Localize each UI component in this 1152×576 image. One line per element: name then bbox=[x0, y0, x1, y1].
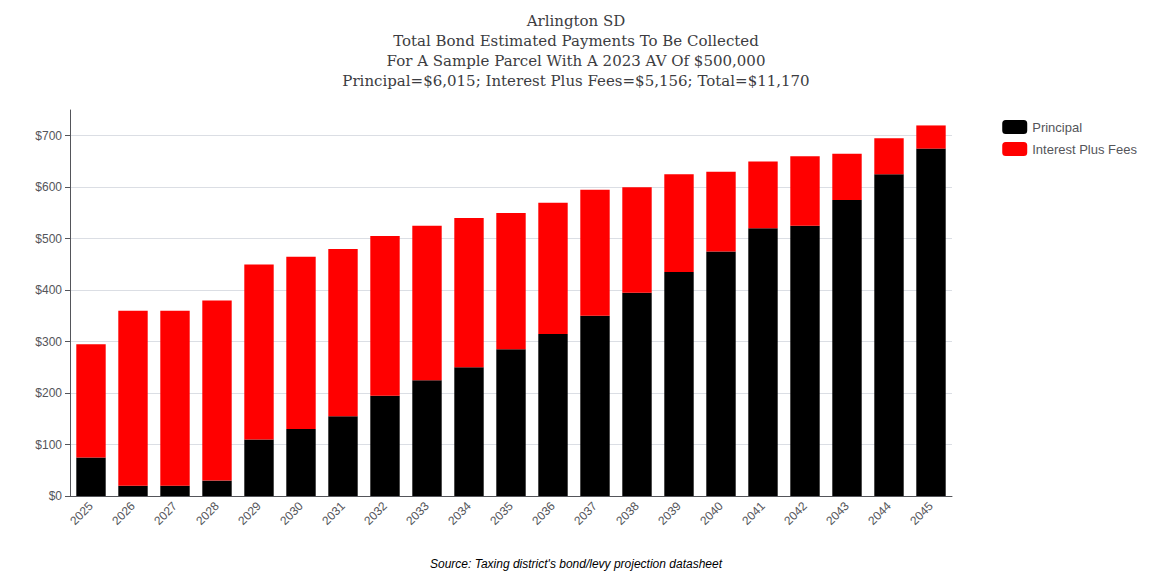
svg-text:2025: 2025 bbox=[67, 499, 96, 528]
svg-text:2030: 2030 bbox=[277, 499, 306, 528]
svg-text:2035: 2035 bbox=[487, 499, 516, 528]
svg-text:$700: $700 bbox=[35, 129, 62, 143]
svg-text:2044: 2044 bbox=[865, 499, 894, 528]
svg-text:2041: 2041 bbox=[739, 499, 768, 528]
svg-text:Arlington SD: Arlington SD bbox=[526, 12, 626, 30]
svg-text:2028: 2028 bbox=[193, 499, 222, 528]
svg-text:2042: 2042 bbox=[781, 499, 810, 528]
svg-text:2031: 2031 bbox=[319, 499, 348, 528]
svg-text:2038: 2038 bbox=[613, 499, 642, 528]
svg-text:Interest Plus Fees: Interest Plus Fees bbox=[1032, 142, 1137, 157]
svg-text:$400: $400 bbox=[35, 283, 62, 297]
svg-text:Total Bond Estimated Payments: Total Bond Estimated Payments To Be Coll… bbox=[393, 32, 759, 50]
svg-text:2033: 2033 bbox=[403, 499, 432, 528]
svg-text:2034: 2034 bbox=[445, 499, 474, 528]
svg-text:2037: 2037 bbox=[571, 499, 600, 528]
svg-text:2040: 2040 bbox=[697, 499, 726, 528]
svg-text:Source: Taxing district's bond: Source: Taxing district's bond/levy proj… bbox=[430, 557, 723, 571]
svg-text:2029: 2029 bbox=[235, 499, 264, 528]
svg-text:2036: 2036 bbox=[529, 499, 558, 528]
svg-text:$300: $300 bbox=[35, 335, 62, 349]
svg-text:$500: $500 bbox=[35, 232, 62, 246]
svg-text:$200: $200 bbox=[35, 386, 62, 400]
svg-text:$600: $600 bbox=[35, 180, 62, 194]
svg-text:2039: 2039 bbox=[655, 499, 684, 528]
svg-text:Principal: Principal bbox=[1032, 120, 1082, 135]
svg-text:$100: $100 bbox=[35, 438, 62, 452]
svg-text:2032: 2032 bbox=[361, 499, 390, 528]
svg-text:2045: 2045 bbox=[907, 499, 936, 528]
svg-text:$0: $0 bbox=[49, 489, 63, 503]
svg-text:For A Sample Parcel With A 202: For A Sample Parcel With A 2023 AV Of $5… bbox=[387, 52, 766, 70]
svg-text:Principal=$6,015; Interest Plu: Principal=$6,015; Interest Plus Fees=$5,… bbox=[342, 72, 809, 90]
svg-text:2026: 2026 bbox=[109, 499, 138, 528]
svg-text:2043: 2043 bbox=[823, 499, 852, 528]
svg-text:2027: 2027 bbox=[151, 499, 180, 528]
